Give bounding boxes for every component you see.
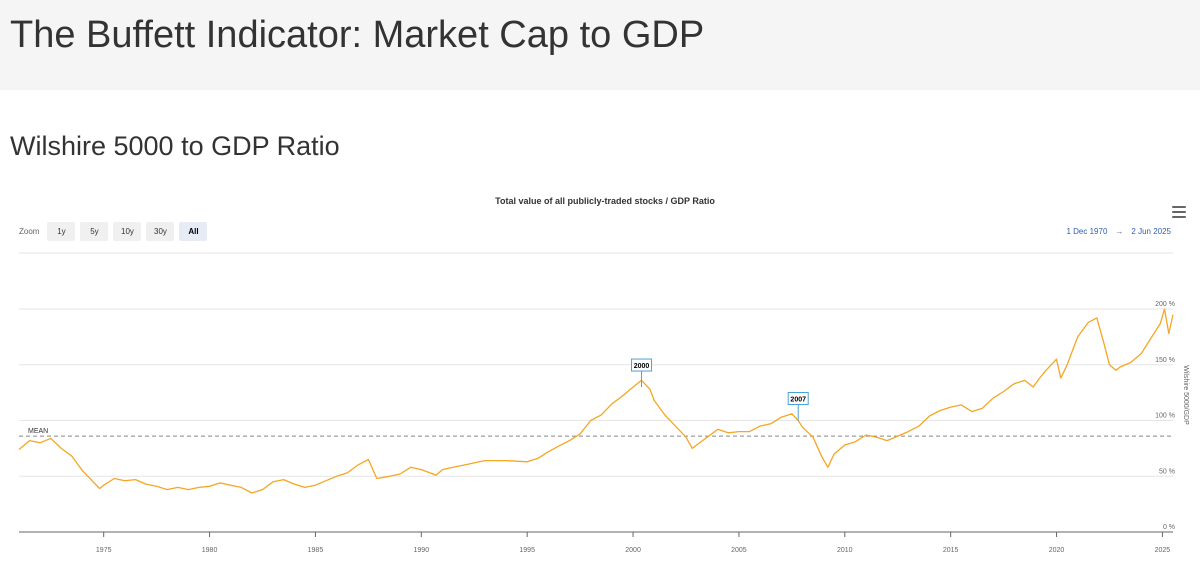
zoom-label: Zoom [19, 227, 40, 236]
zoom-10y-button[interactable]: 10y [113, 222, 142, 241]
range-to[interactable]: 2 Jun 2025 [1131, 227, 1171, 236]
mean-label: MEAN [28, 428, 48, 435]
range-from[interactable]: 1 Dec 1970 [1066, 227, 1108, 236]
date-range: 1 Dec 1970 → 2 Jun 2025 [1066, 227, 1171, 236]
x-tick-label: 1995 [519, 547, 535, 554]
series-line [18, 308, 1174, 494]
flag-label: 2000 [634, 363, 650, 370]
y-tick-label: 0 % [1163, 524, 1175, 531]
x-tick-label: 2020 [1049, 547, 1065, 554]
y-tick-label: 100 % [1155, 413, 1175, 420]
x-tick-label: 1975 [96, 547, 112, 554]
x-tick-label: 2015 [943, 547, 959, 554]
header-band: The Buffett Indicator: Market Cap to GDP [0, 0, 1200, 90]
x-tick-label: 2005 [731, 547, 747, 554]
x-tick-label: 2010 [837, 547, 853, 554]
y-tick-label: 50 % [1159, 468, 1175, 475]
range-arrow: → [1115, 227, 1124, 236]
chart-plot: 0 % 50 % 100 % 150 % 200 % 1975 1980 1985 1990 19… [18, 252, 1189, 554]
y-tick-label: 200 % [1155, 301, 1175, 308]
y-axis-label: Wilshire 5000/GDP [1182, 365, 1189, 425]
x-tick-label: 1980 [202, 547, 218, 554]
x-tick-label: 2025 [1155, 547, 1171, 554]
zoom-30y-button[interactable]: 30y [146, 222, 175, 241]
hamburger-menu-icon[interactable] [1172, 206, 1186, 218]
flag-label: 2007 [790, 397, 806, 404]
chart-title: Total value of all publicly-traded stock… [495, 196, 715, 206]
page-title: The Buffett Indicator: Market Cap to GDP [10, 14, 705, 56]
flag-box [787, 392, 809, 405]
flag-box [631, 358, 653, 372]
x-tick-label: 1990 [414, 547, 430, 554]
x-tick-label: 2000 [625, 547, 641, 554]
zoom-1y-button[interactable]: 1y [47, 222, 76, 241]
y-tick-label: 150 % [1155, 357, 1175, 364]
zoom-5y-button[interactable]: 5y [80, 222, 109, 241]
section-title: Wilshire 5000 to GDP Ratio [10, 131, 340, 161]
zoom-bar: Zoom 1y 5y 10y 30y All [19, 222, 212, 241]
x-tick-label: 1985 [308, 547, 324, 554]
zoom-all-button[interactable]: All [179, 222, 208, 241]
